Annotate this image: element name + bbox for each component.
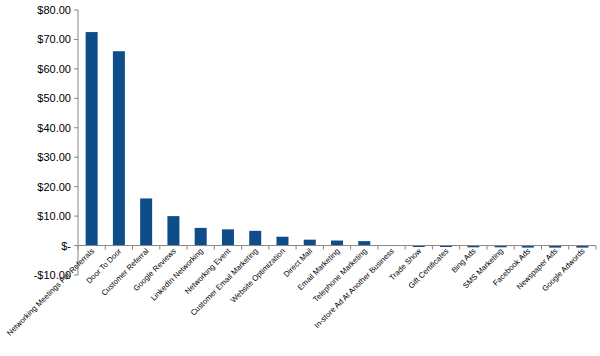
bars [86, 32, 589, 248]
category-tick [78, 246, 79, 250]
category-tick [377, 246, 378, 250]
category-tick [105, 246, 106, 250]
y-tick-label: $80.00 [37, 4, 71, 16]
bar [249, 231, 261, 246]
bar [167, 216, 179, 245]
y-tick [74, 186, 78, 187]
x-tick-label: Website Optimization [229, 247, 287, 305]
y-tick [74, 245, 78, 246]
category-tick [405, 246, 406, 250]
y-tick-label: $10.00 [37, 210, 71, 222]
category-tick [568, 246, 569, 250]
category-tick [214, 246, 215, 250]
bar [358, 241, 370, 245]
x-axis [78, 245, 596, 246]
y-tick [74, 127, 78, 128]
y-tick [74, 68, 78, 69]
y-axis [78, 10, 79, 275]
category-tick [323, 246, 324, 250]
category-tick [187, 246, 188, 250]
x-tick-label: Networking Meetings For Referrals [5, 247, 96, 338]
category-tick [459, 246, 460, 250]
bar [86, 32, 98, 245]
bar [195, 228, 207, 246]
category-tick [296, 246, 297, 250]
bar [331, 241, 343, 246]
y-tick-label: $70.00 [37, 33, 71, 45]
chart: -$10.00$-$10.00$20.00$30.00$40.00$50.00$… [0, 0, 600, 356]
y-tick-label: $40.00 [37, 122, 71, 134]
category-tick [268, 246, 269, 250]
y-tick-label: $- [61, 240, 71, 252]
bar [304, 240, 316, 246]
category-tick [486, 246, 487, 250]
y-tick [74, 157, 78, 158]
category-tick [514, 246, 515, 250]
y-tick [74, 39, 78, 40]
y-tick-label: $60.00 [37, 63, 71, 75]
category-tick [432, 246, 433, 250]
y-tick-label: $30.00 [37, 151, 71, 163]
y-tick [74, 216, 78, 217]
category-tick [241, 246, 242, 250]
x-tick-label: Customer Referral [99, 246, 150, 297]
y-tick [74, 98, 78, 99]
y-tick-label: $20.00 [37, 181, 71, 193]
category-tick [159, 246, 160, 250]
category-tick [350, 246, 351, 250]
y-tick-label: $50.00 [37, 92, 71, 104]
category-tick [541, 246, 542, 250]
x-tick-label: In-store Ad At Another Business [313, 247, 397, 331]
bar [222, 229, 234, 245]
y-tick [74, 10, 78, 11]
bar [140, 198, 152, 245]
x-tick-label: Gift Certificates [407, 247, 451, 291]
bar [276, 237, 288, 246]
y-tick [74, 275, 78, 276]
category-tick [132, 246, 133, 250]
x-tick-label: Networking Event [183, 246, 233, 296]
x-tick-label: Google Adwords [540, 247, 587, 294]
bar [113, 51, 125, 245]
category-tick [596, 246, 597, 250]
